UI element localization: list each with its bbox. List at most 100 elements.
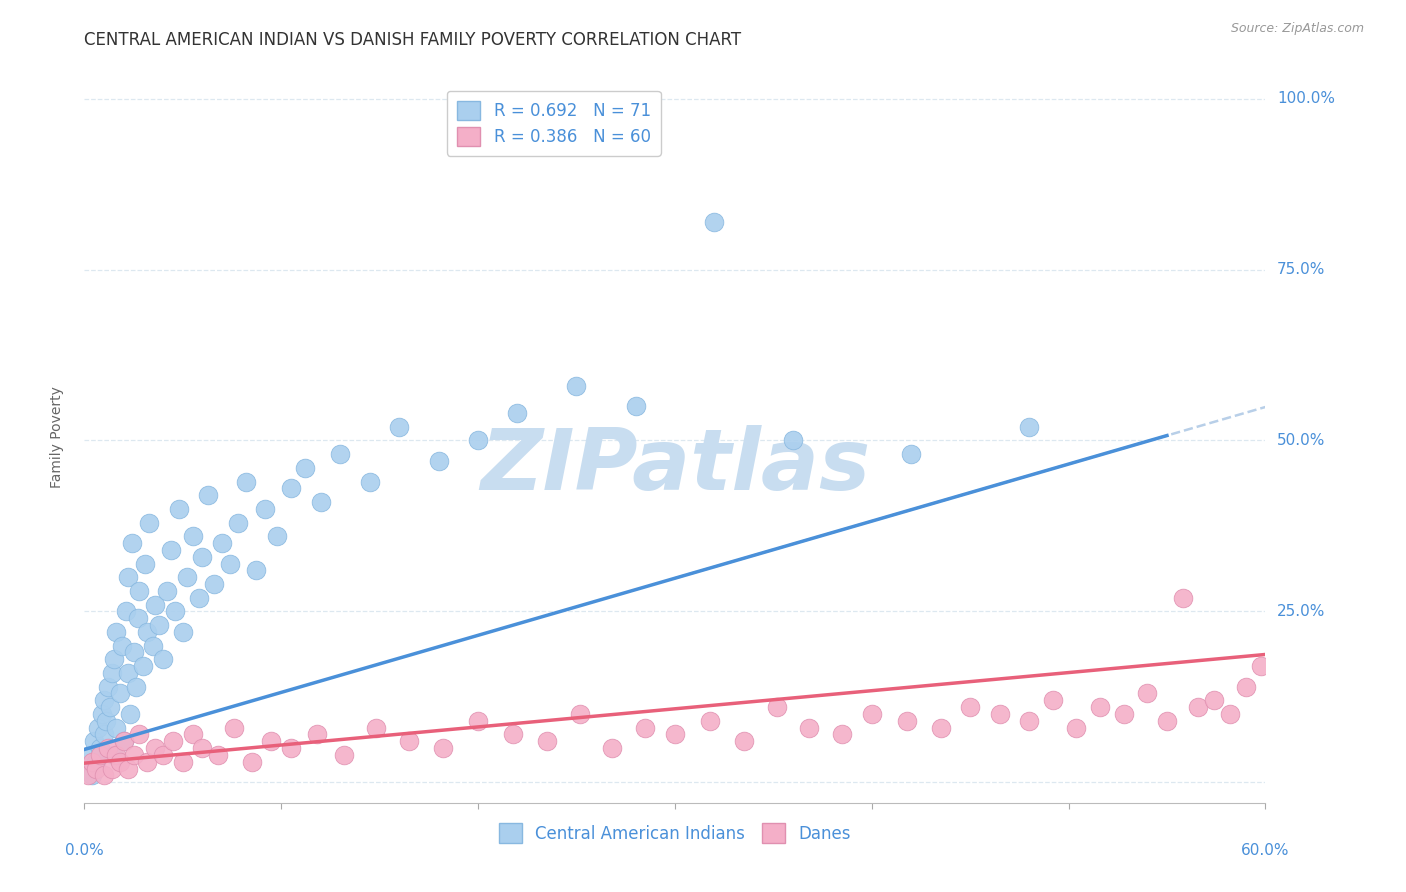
Point — [117, 762, 139, 776]
Point — [84, 755, 107, 769]
Point — [77, 762, 100, 776]
Point — [664, 727, 686, 741]
Point — [1187, 700, 1209, 714]
Point — [89, 747, 111, 762]
Point — [181, 529, 204, 543]
Point — [364, 721, 387, 735]
Point — [134, 557, 156, 571]
Point — [1219, 706, 1241, 721]
Point — [197, 488, 219, 502]
Point — [111, 639, 134, 653]
Point — [1018, 714, 1040, 728]
Point — [766, 700, 789, 714]
Point — [98, 700, 121, 714]
Point — [624, 400, 647, 414]
Point — [959, 700, 981, 714]
Text: CENTRAL AMERICAN INDIAN VS DANISH FAMILY POVERTY CORRELATION CHART: CENTRAL AMERICAN INDIAN VS DANISH FAMILY… — [84, 31, 741, 49]
Point — [1112, 706, 1135, 721]
Point — [900, 447, 922, 461]
Point — [167, 501, 190, 516]
Point — [305, 727, 328, 741]
Point — [565, 379, 588, 393]
Point — [94, 714, 117, 728]
Point — [160, 542, 183, 557]
Point — [163, 604, 186, 618]
Point — [831, 727, 853, 741]
Point — [121, 536, 143, 550]
Point — [226, 516, 249, 530]
Point — [191, 549, 214, 564]
Point — [97, 741, 120, 756]
Point — [117, 570, 139, 584]
Point — [84, 762, 107, 776]
Point — [1018, 420, 1040, 434]
Point — [148, 618, 170, 632]
Point — [162, 734, 184, 748]
Point — [101, 762, 124, 776]
Text: 25.0%: 25.0% — [1277, 604, 1326, 619]
Point — [240, 755, 263, 769]
Point — [122, 645, 145, 659]
Point — [93, 693, 115, 707]
Point — [860, 706, 883, 721]
Point — [1066, 721, 1088, 735]
Point — [112, 734, 135, 748]
Point — [152, 747, 174, 762]
Text: 0.0%: 0.0% — [65, 843, 104, 858]
Point — [333, 747, 356, 762]
Point — [222, 721, 245, 735]
Point — [77, 768, 100, 782]
Point — [207, 747, 229, 762]
Point — [1234, 680, 1257, 694]
Text: Source: ZipAtlas.com: Source: ZipAtlas.com — [1230, 22, 1364, 36]
Point — [988, 706, 1011, 721]
Point — [502, 727, 524, 741]
Point — [733, 734, 755, 748]
Point — [797, 721, 820, 735]
Legend: Central American Indians, Danes: Central American Indians, Danes — [492, 817, 858, 849]
Point — [143, 598, 166, 612]
Point — [108, 755, 131, 769]
Point — [1136, 686, 1159, 700]
Point — [83, 734, 105, 748]
Point — [294, 460, 316, 475]
Point — [101, 665, 124, 680]
Point — [142, 639, 165, 653]
Point — [152, 652, 174, 666]
Point — [929, 721, 952, 735]
Point — [266, 529, 288, 543]
Point — [122, 747, 145, 762]
Text: 60.0%: 60.0% — [1241, 843, 1289, 858]
Point — [219, 557, 242, 571]
Point — [103, 652, 125, 666]
Point — [104, 624, 127, 639]
Point — [104, 747, 127, 762]
Point — [398, 734, 420, 748]
Point — [136, 755, 159, 769]
Point — [211, 536, 233, 550]
Point — [896, 714, 918, 728]
Point — [82, 755, 104, 769]
Point — [172, 624, 194, 639]
Point — [569, 706, 592, 721]
Point — [132, 659, 155, 673]
Point — [136, 624, 159, 639]
Point — [124, 680, 146, 694]
Y-axis label: Family Poverty: Family Poverty — [49, 386, 63, 488]
Point — [82, 768, 104, 782]
Point — [117, 665, 139, 680]
Point — [703, 215, 725, 229]
Point — [634, 721, 657, 735]
Text: 75.0%: 75.0% — [1277, 262, 1326, 277]
Point — [600, 741, 623, 756]
Point — [782, 434, 804, 448]
Point — [87, 721, 110, 735]
Point — [1204, 693, 1226, 707]
Point — [118, 706, 141, 721]
Point — [93, 727, 115, 741]
Point — [388, 420, 411, 434]
Point — [309, 495, 332, 509]
Point — [1171, 591, 1194, 605]
Point — [1156, 714, 1178, 728]
Point — [280, 481, 302, 495]
